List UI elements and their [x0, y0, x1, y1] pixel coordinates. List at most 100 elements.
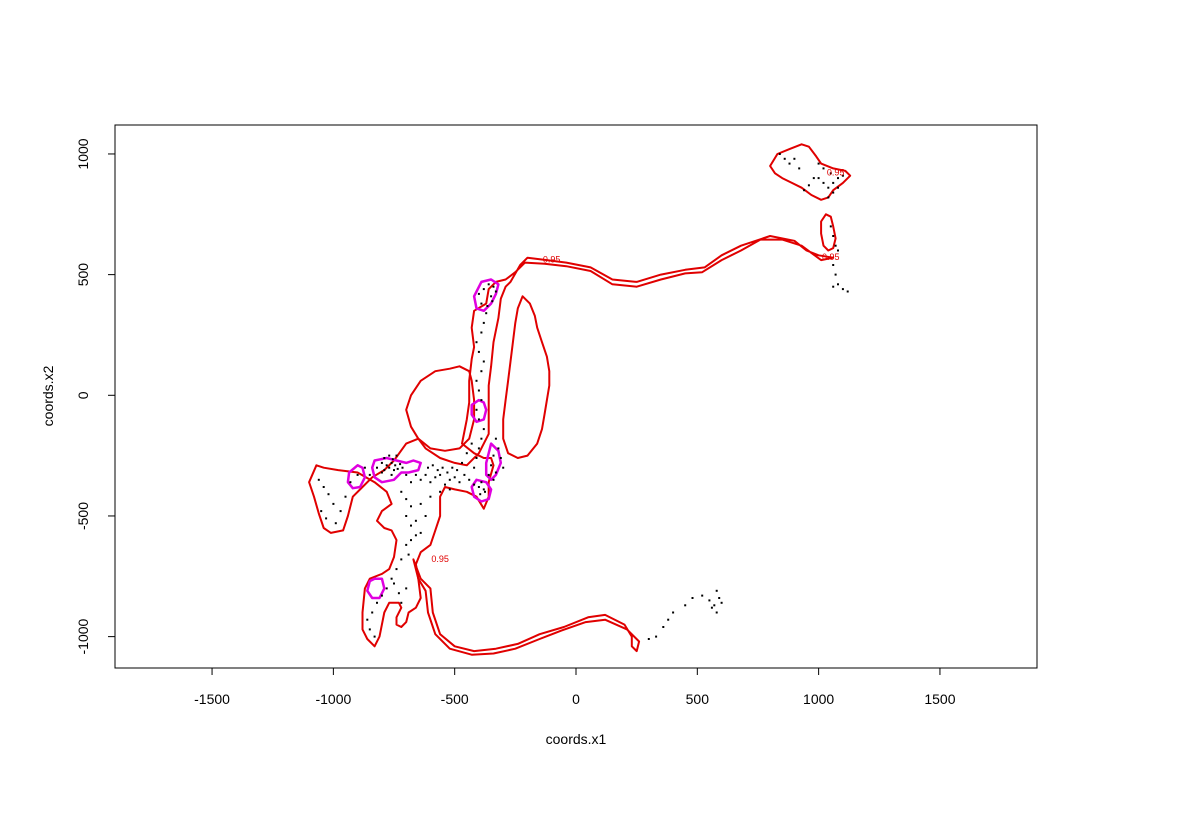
data-point	[385, 464, 388, 467]
data-point	[394, 464, 397, 467]
data-point	[424, 515, 427, 517]
data-point	[393, 582, 395, 585]
data-point	[827, 186, 830, 189]
data-point	[662, 626, 665, 628]
data-point	[817, 177, 820, 180]
contour-095-2	[405, 365, 476, 452]
y-tick-label: 1000	[75, 138, 91, 169]
contour-095-5	[820, 213, 837, 252]
contour-095-4	[769, 143, 852, 201]
data-point	[395, 568, 398, 571]
data-point	[480, 370, 483, 373]
data-point	[837, 283, 839, 286]
data-point	[701, 594, 704, 597]
data-point	[482, 288, 485, 291]
data-point	[720, 601, 723, 604]
data-point	[380, 461, 383, 464]
data-point	[322, 486, 325, 488]
x-axis: -1500 -1000 -500 0 500 1000 1500	[194, 667, 956, 707]
data-point	[332, 502, 335, 505]
data-point	[410, 539, 412, 542]
data-point	[778, 153, 781, 155]
data-point	[414, 473, 417, 476]
data-point	[827, 196, 830, 199]
data-point	[399, 463, 402, 466]
data-point	[803, 189, 806, 192]
data-point	[829, 172, 832, 175]
data-point	[373, 635, 376, 638]
data-point	[393, 469, 395, 472]
data-point	[344, 495, 347, 498]
contour-label: 0.95	[431, 554, 449, 564]
data-point	[368, 473, 371, 476]
data-point	[684, 604, 687, 607]
data-point	[822, 181, 825, 184]
contour-095-1	[412, 558, 641, 656]
data-point	[477, 389, 480, 392]
data-point	[439, 473, 442, 476]
data-point	[482, 360, 485, 363]
data-point	[837, 249, 839, 252]
data-point	[491, 300, 494, 303]
data-point	[480, 302, 483, 305]
data-point	[487, 473, 490, 476]
data-point	[429, 481, 432, 484]
data-point	[715, 589, 718, 592]
data-point	[461, 461, 463, 464]
data-point	[380, 471, 383, 474]
data-point	[400, 601, 403, 604]
inner-contour-12	[366, 577, 386, 600]
data-point	[480, 331, 483, 334]
point-layer	[317, 153, 849, 640]
data-point	[410, 505, 412, 508]
data-point	[390, 461, 393, 464]
data-point	[434, 476, 437, 479]
data-point	[356, 473, 359, 476]
data-point	[327, 493, 330, 496]
data-point	[429, 495, 432, 498]
data-point	[832, 285, 835, 288]
data-point	[710, 606, 713, 609]
data-point	[439, 490, 442, 493]
x-axis-title: coords.x1	[546, 731, 607, 747]
data-point	[715, 611, 718, 614]
data-point	[691, 597, 694, 599]
data-point	[832, 191, 835, 194]
data-point	[376, 466, 378, 469]
data-point	[492, 285, 495, 288]
data-point	[486, 305, 489, 307]
inner-contour-10	[346, 464, 367, 490]
data-point	[400, 558, 403, 561]
contour-label: 0.95	[827, 168, 845, 178]
data-point	[376, 601, 378, 604]
data-point	[451, 466, 454, 469]
y-tick-label: 500	[75, 263, 91, 287]
data-point	[482, 321, 485, 324]
data-point	[397, 592, 400, 595]
data-point	[475, 408, 478, 411]
data-point	[490, 295, 493, 298]
data-point	[405, 473, 408, 476]
data-point	[349, 481, 352, 484]
data-point	[383, 457, 386, 459]
x-tick-label: -500	[441, 691, 469, 707]
data-point	[407, 553, 410, 556]
data-point	[494, 290, 497, 293]
data-point	[419, 502, 422, 505]
data-point	[485, 312, 488, 315]
data-point	[667, 618, 670, 621]
data-point	[419, 531, 422, 534]
data-point	[482, 488, 485, 491]
data-point	[475, 457, 478, 459]
data-point	[441, 466, 444, 469]
data-point	[708, 599, 711, 602]
data-point	[475, 341, 478, 344]
plot-frame	[114, 124, 1038, 669]
data-point	[480, 399, 483, 402]
data-point	[492, 478, 495, 481]
data-point	[405, 498, 408, 501]
data-point	[798, 167, 801, 170]
data-point	[812, 177, 815, 180]
contour-095-3	[502, 295, 551, 459]
